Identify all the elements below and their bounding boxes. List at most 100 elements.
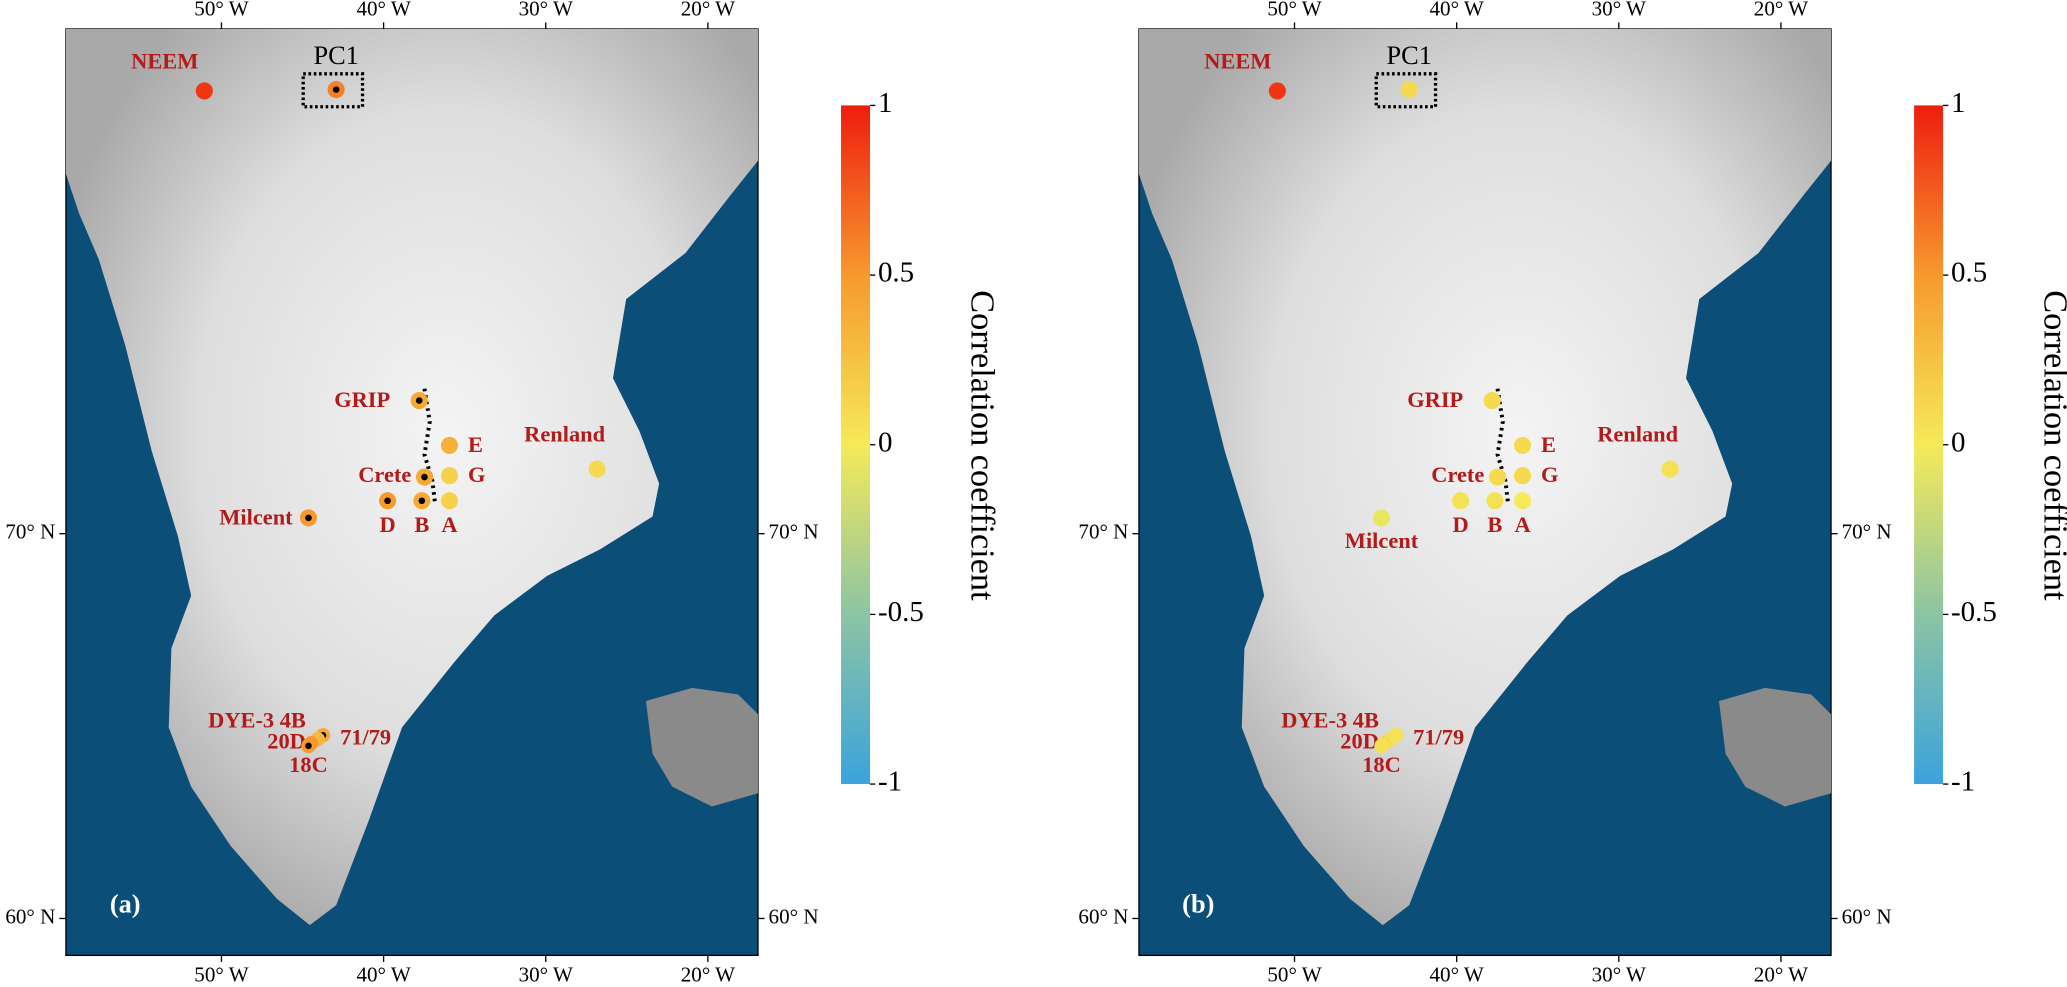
- site-label: E: [468, 432, 483, 457]
- colorbar-tick: -0.5: [1951, 596, 1997, 628]
- site-marker: [1483, 392, 1501, 410]
- site-label: DYE-3 4B: [1281, 707, 1379, 732]
- significance-dot: [421, 473, 428, 481]
- site-label: GRIP: [1407, 387, 1463, 412]
- site-label: E: [1541, 432, 1556, 457]
- site-marker: [440, 492, 459, 510]
- site-label: PC1: [1386, 41, 1431, 70]
- site-label: GRIP: [334, 387, 390, 412]
- site-marker: [1513, 467, 1532, 485]
- lon-label: 40° W: [1430, 962, 1484, 986]
- colorbar-tick: 0: [878, 426, 893, 458]
- colorbar-tick: 0: [1951, 426, 1966, 458]
- site-label: PC1: [313, 41, 358, 70]
- colorbar-title: Correlation coefficient: [964, 290, 1002, 601]
- lat-label: 70° N: [5, 520, 55, 544]
- site-label: Renland: [1597, 421, 1678, 446]
- site-label: A: [1514, 512, 1530, 537]
- lon-label: 40° W: [356, 0, 410, 20]
- lon-label: 30° W: [1592, 0, 1646, 20]
- lat-label: 60° N: [1078, 904, 1128, 928]
- site-label: Crete: [1431, 462, 1484, 487]
- significance-dot: [305, 742, 312, 750]
- site-label: B: [414, 512, 429, 537]
- site-label: D: [379, 512, 395, 537]
- site-label: A: [441, 512, 457, 537]
- site-label: 71/79: [340, 724, 391, 749]
- site-label: NEEM: [131, 48, 198, 73]
- significance-dot: [415, 397, 423, 404]
- lon-label: 20° W: [681, 0, 735, 20]
- traverse-line: [422, 388, 437, 504]
- site-label: B: [1487, 512, 1502, 537]
- lon-label: 30° W: [519, 962, 573, 986]
- colorbar-tick: 0.5: [1951, 257, 1987, 289]
- site-label: 71/79: [1413, 724, 1464, 749]
- lon-label: 40° W: [356, 962, 410, 986]
- significance-dot: [418, 497, 426, 505]
- lon-label: 20° W: [681, 962, 735, 986]
- colorbar-tick: 1: [878, 87, 893, 119]
- site-label: 20D: [267, 728, 306, 753]
- lat-label: 70° N: [1078, 520, 1128, 544]
- site-label: G: [468, 462, 485, 487]
- significance-dot: [384, 497, 391, 505]
- site-marker: [1400, 81, 1418, 99]
- site-label: 18C: [289, 752, 328, 777]
- lat-label: 70° N: [1842, 520, 1892, 544]
- colorbar-tick: 1: [1951, 87, 1966, 119]
- site-label: Milcent: [219, 504, 293, 529]
- site-label: 20D: [1340, 728, 1379, 753]
- map-panel: (b) NEEM PC1 GRIP EG Crete D B A Milcent Renland DY…: [1138, 28, 1832, 957]
- lon-label: 20° W: [1754, 962, 1808, 986]
- map-panel: (a) NEEM PC1 GRIP EG Crete D B A Milcent Renland DY…: [65, 28, 759, 957]
- lon-label: 20° W: [1754, 0, 1808, 20]
- colorbar: [1914, 105, 1944, 785]
- traverse-line: [1495, 388, 1511, 504]
- site-marker: [588, 460, 606, 478]
- significance-dot: [332, 86, 340, 93]
- site-label: Milcent: [1345, 528, 1419, 553]
- lon-label: 30° W: [1592, 962, 1646, 986]
- lat-label: 60° N: [5, 904, 55, 928]
- site-marker: [1513, 436, 1532, 454]
- site-marker: [1486, 492, 1504, 510]
- site-marker: [1661, 460, 1679, 478]
- site-label: DYE-3 4B: [208, 707, 306, 732]
- panel-label: (a): [110, 890, 141, 919]
- lon-label: 30° W: [519, 0, 573, 20]
- colorbar-tick: -0.5: [878, 596, 924, 628]
- site-box: [1374, 72, 1438, 109]
- site-marker: [1513, 492, 1532, 510]
- site-marker: [1268, 82, 1286, 100]
- site-marker: [440, 436, 459, 454]
- lon-label: 40° W: [1430, 0, 1484, 20]
- site-label: G: [1541, 462, 1558, 487]
- site-box: [301, 72, 365, 109]
- lon-label: 50° W: [194, 962, 248, 986]
- panel-label: (b): [1182, 890, 1214, 919]
- site-marker: [1452, 492, 1470, 510]
- site-marker: [1488, 468, 1507, 486]
- lat-label: 60° N: [1842, 904, 1892, 928]
- site-label: 18C: [1362, 752, 1401, 777]
- site-label: Crete: [358, 462, 411, 487]
- lon-label: 50° W: [1267, 0, 1321, 20]
- colorbar-tick: 0.5: [878, 257, 914, 289]
- colorbar-tick: -1: [1951, 766, 1975, 798]
- site-marker: [1374, 738, 1389, 754]
- lat-label: 70° N: [769, 520, 819, 544]
- colorbar-title: Correlation coefficient: [2037, 290, 2067, 601]
- site-label: NEEM: [1204, 48, 1271, 73]
- colorbar: [841, 105, 871, 785]
- site-marker: [195, 82, 213, 100]
- site-marker: [440, 467, 459, 485]
- lon-label: 50° W: [1267, 962, 1321, 986]
- lon-label: 50° W: [194, 0, 248, 20]
- site-label: Renland: [524, 421, 605, 446]
- site-marker: [1372, 509, 1391, 527]
- significance-dot: [305, 514, 312, 522]
- colorbar-tick: -1: [878, 766, 902, 798]
